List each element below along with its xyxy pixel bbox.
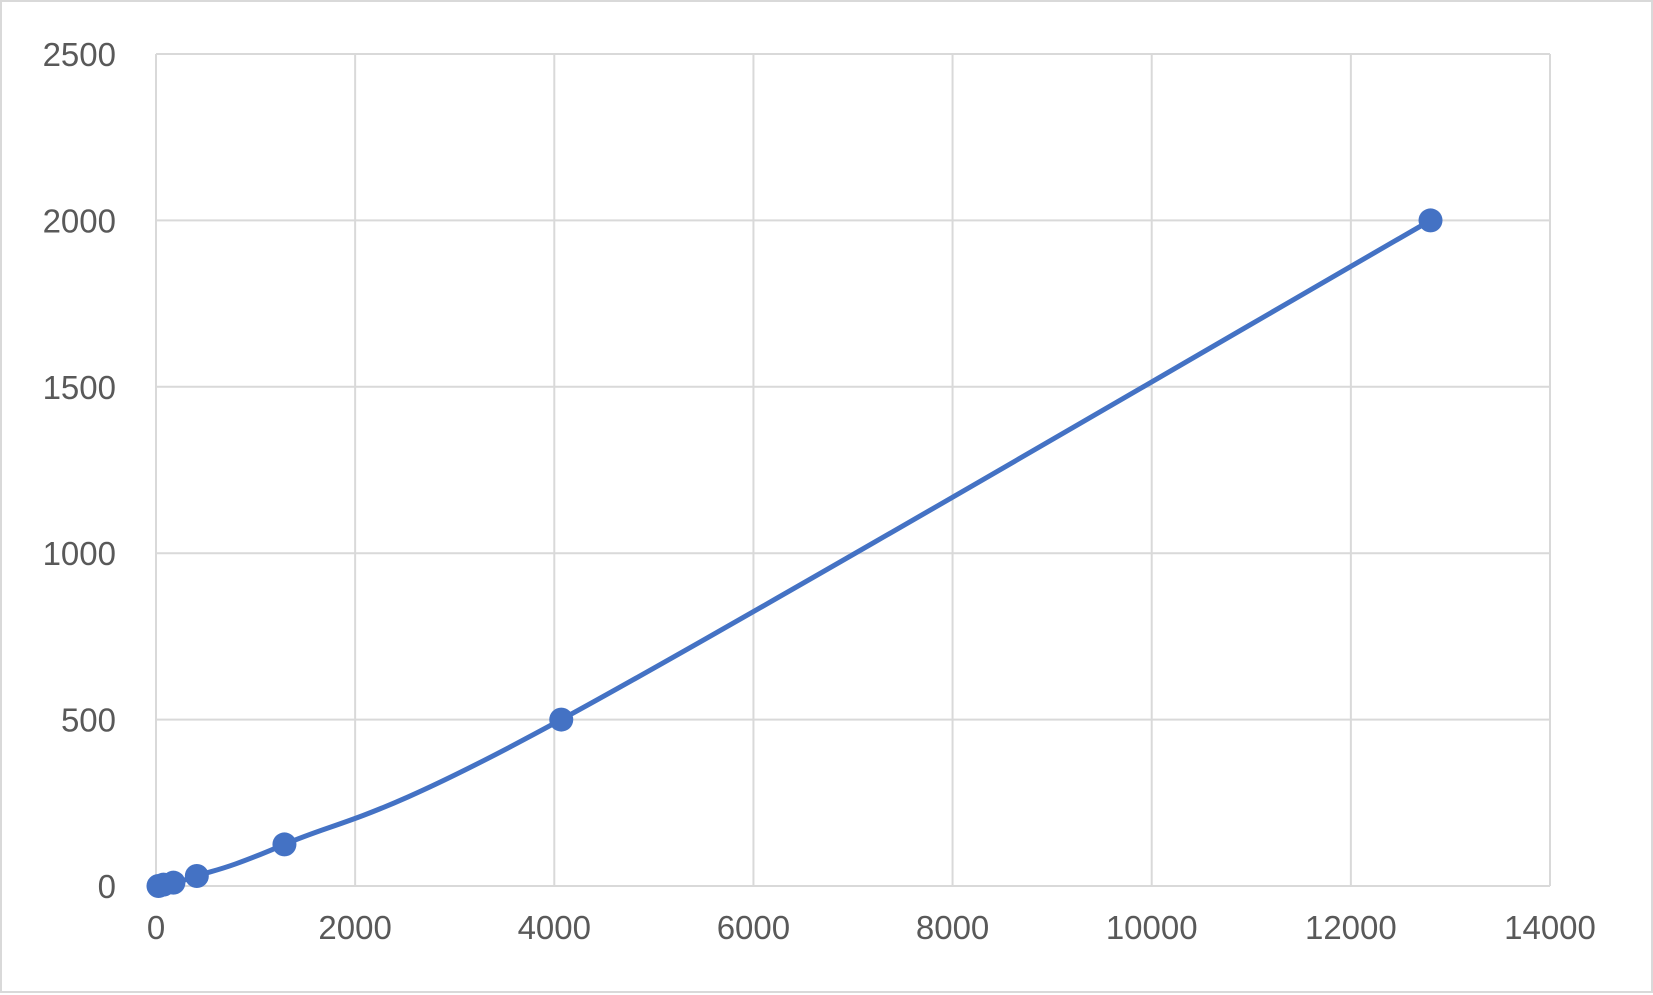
x-tick-label-0: 0: [147, 909, 165, 946]
y-tick-label-1500: 1500: [43, 369, 116, 406]
data-point-0-2: [161, 870, 186, 895]
y-tick-label-2500: 2500: [43, 36, 116, 73]
x-tick-label-6000: 6000: [717, 909, 790, 946]
vertical-gridlines: [155, 54, 1551, 886]
x-tick-label-12000: 12000: [1305, 909, 1397, 946]
y-axis-tick-labels: 0 500 1000 1500 2000 2500: [43, 36, 116, 905]
x-tick-label-10000: 10000: [1106, 909, 1198, 946]
x-tick-label-2000: 2000: [318, 909, 391, 946]
data-point-0-4: [272, 832, 297, 857]
y-tick-label-500: 500: [61, 702, 116, 739]
x-tick-label-14000: 14000: [1504, 909, 1596, 946]
series-points: [146, 208, 1443, 898]
horizontal-gridlines: [156, 53, 1550, 887]
y-tick-label-0: 0: [98, 868, 116, 905]
x-axis-tick-labels: 0 2000 4000 6000 8000 10000 12000 14000: [147, 909, 1596, 946]
y-tick-label-2000: 2000: [43, 202, 116, 239]
data-point-0-6: [1418, 208, 1443, 233]
y-tick-label-1000: 1000: [43, 535, 116, 572]
data-point-0-3: [184, 864, 209, 889]
x-tick-label-4000: 4000: [518, 909, 591, 946]
x-tick-label-8000: 8000: [916, 909, 989, 946]
data-point-0-5: [549, 707, 574, 732]
